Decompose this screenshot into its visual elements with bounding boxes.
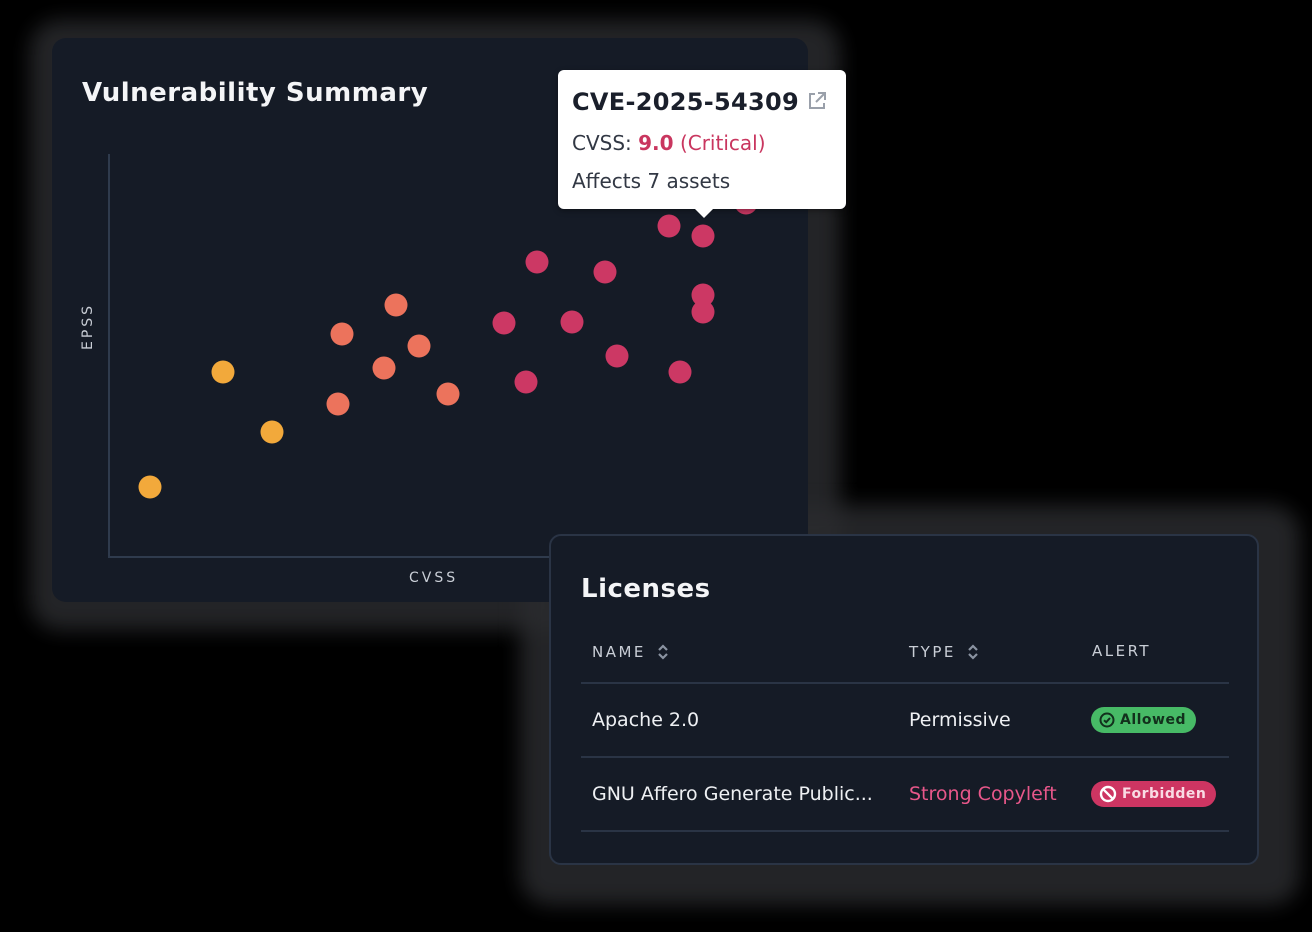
status-badge-allowed: Allowed <box>1091 707 1197 733</box>
data-point[interactable] <box>436 382 460 406</box>
x-axis <box>108 556 808 558</box>
column-header-type[interactable]: TYPE <box>909 642 980 662</box>
severity-label: (Critical) <box>679 131 766 155</box>
cve-id: CVE-2025-54309 <box>572 88 799 116</box>
cvss-line: CVSS: 9.0 (Critical) <box>572 131 766 155</box>
data-point[interactable] <box>514 370 538 394</box>
cvss-score: 9.0 <box>638 131 674 155</box>
row-divider <box>581 682 1229 684</box>
data-point[interactable] <box>211 360 235 384</box>
chart-title: Vulnerability Summary <box>82 78 429 108</box>
y-axis <box>108 154 110 558</box>
data-point[interactable] <box>560 310 584 334</box>
data-point[interactable] <box>492 311 516 335</box>
license-type: Strong Copyleft <box>909 783 1057 805</box>
data-point[interactable] <box>330 322 354 346</box>
column-header-name[interactable]: NAME <box>592 642 670 662</box>
affected-assets: Affects 7 assets <box>572 169 731 193</box>
data-point[interactable] <box>525 250 549 274</box>
y-axis-label: EPSS <box>80 302 96 350</box>
check-circle-icon <box>1099 712 1115 728</box>
data-point[interactable] <box>407 334 431 358</box>
data-point[interactable] <box>326 392 350 416</box>
licenses-title: Licenses <box>581 574 711 604</box>
data-point[interactable] <box>691 300 715 324</box>
data-point[interactable] <box>657 214 681 238</box>
x-axis-label: CVSS <box>409 570 459 586</box>
data-point[interactable] <box>593 260 617 284</box>
badge-label: Allowed <box>1120 712 1187 728</box>
license-type: Permissive <box>909 709 1011 731</box>
cve-tooltip: CVE-2025-54309 CVSS: 9.0 (Critical) Affe… <box>558 70 846 218</box>
column-header-label: NAME <box>592 643 646 661</box>
data-point[interactable] <box>691 224 715 248</box>
sort-icon[interactable] <box>656 642 670 662</box>
sort-icon[interactable] <box>966 642 980 662</box>
badge-label: Forbidden <box>1122 786 1207 802</box>
license-name: Apache 2.0 <box>592 709 700 731</box>
data-point[interactable] <box>668 360 692 384</box>
cvss-label: CVSS: <box>572 131 632 155</box>
data-point[interactable] <box>372 356 396 380</box>
column-header-alert: ALERT <box>1092 642 1151 660</box>
data-point[interactable] <box>605 344 629 368</box>
external-link-icon[interactable] <box>806 90 828 112</box>
column-header-label: TYPE <box>909 643 956 661</box>
prohibited-icon <box>1099 785 1117 803</box>
column-header-label: ALERT <box>1092 642 1152 660</box>
data-point[interactable] <box>384 293 408 317</box>
status-badge-forbidden: Forbidden <box>1091 781 1217 807</box>
row-divider <box>581 830 1229 832</box>
data-point[interactable] <box>260 420 284 444</box>
row-divider <box>581 756 1229 758</box>
license-name: GNU Affero Generate Public... <box>592 783 873 805</box>
licenses-card: Licenses NAME TYPE ALERT Apache 2.0 Perm… <box>549 534 1259 865</box>
data-point[interactable] <box>138 475 162 499</box>
